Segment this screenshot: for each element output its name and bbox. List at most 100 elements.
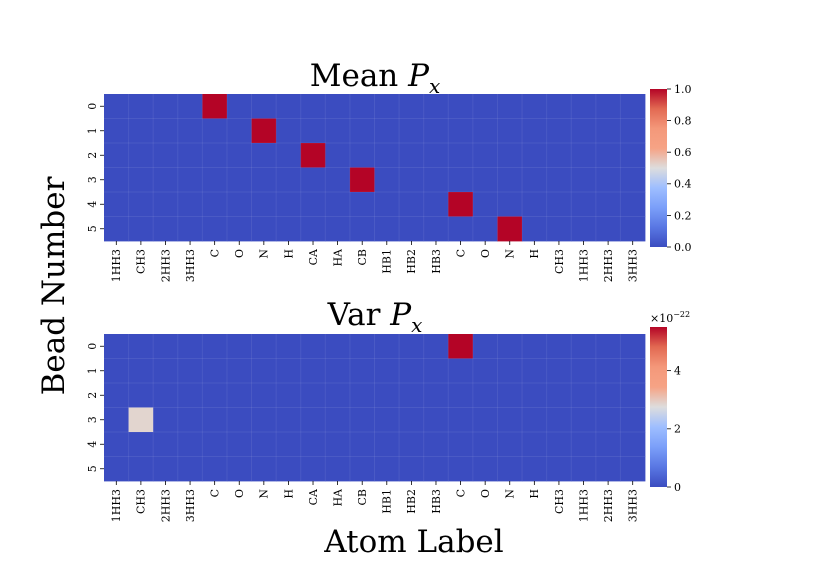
heatmap-cell — [522, 192, 548, 217]
heatmap-cell — [595, 118, 621, 144]
colorbar-tick-label: 0.8 — [674, 114, 692, 127]
heatmap-cell — [620, 407, 646, 433]
heatmap-cell — [546, 192, 572, 217]
x-tick-label: 3HH3 — [627, 489, 640, 522]
x-tick-label: C — [454, 249, 467, 257]
heatmap-cell — [620, 358, 646, 384]
heatmap-cell — [472, 143, 498, 168]
heatmap-cell — [448, 456, 474, 482]
heatmap-cell — [448, 216, 474, 242]
heatmap-cell — [300, 456, 326, 482]
heatmap-cell — [448, 94, 474, 119]
heatmap-cell — [251, 383, 277, 408]
x-tick-label: 2HH3 — [602, 489, 615, 522]
heatmap-cell — [546, 143, 572, 168]
x-tick-label: HB2 — [405, 249, 418, 274]
heatmap-cell — [153, 432, 179, 457]
heatmap-cell — [349, 383, 375, 408]
heatmap-cell — [448, 192, 474, 217]
heatmap-cell — [300, 118, 326, 144]
x-tick-label: CA — [307, 488, 320, 505]
colorbar-tick-label: 0.4 — [674, 178, 692, 191]
x-tick-label: 1HH3 — [110, 249, 123, 282]
heatmap-cell — [177, 192, 203, 217]
heatmap-cell — [300, 432, 326, 457]
heatmap-cell — [595, 94, 621, 119]
colorbar-tick-label: 0 — [674, 481, 681, 494]
heatmap-cell — [595, 216, 621, 242]
heatmap-cell — [251, 167, 277, 193]
heatmap-cell — [177, 456, 203, 482]
heatmap-cell — [571, 334, 597, 359]
heatmap-cell — [104, 383, 129, 408]
x-tick-label: N — [504, 249, 517, 259]
heatmap-cell — [104, 407, 129, 433]
y-tick-label: 2 — [86, 152, 99, 159]
heatmap-cell — [128, 383, 154, 408]
heatmap-cell — [522, 432, 548, 457]
heatmap-cell — [349, 143, 375, 168]
heatmap-cell — [325, 192, 351, 217]
heatmap-cell — [423, 94, 449, 119]
heatmap-cell — [399, 143, 425, 168]
heatmap-cell — [226, 94, 252, 119]
heatmap-cell — [497, 94, 523, 119]
heatmap-cell — [522, 383, 548, 408]
heatmap-cell — [423, 383, 449, 408]
heatmap-cell — [349, 456, 375, 482]
heatmap-cell — [349, 334, 375, 359]
heatmap-cell — [497, 456, 523, 482]
heatmap-cell — [497, 334, 523, 359]
heatmap-cell — [595, 432, 621, 457]
heatmap-cell — [128, 407, 154, 433]
heatmap-cell — [349, 94, 375, 119]
heatmap-cell — [202, 383, 228, 408]
heatmap-cell — [251, 432, 277, 457]
heatmap-cell — [300, 334, 326, 359]
colorbar-tick-label: 2 — [674, 423, 681, 436]
heatmap-cell — [497, 407, 523, 433]
x-tick-label: C — [209, 489, 222, 497]
y-tick-label: 0 — [86, 343, 99, 350]
heatmap-cell — [546, 94, 572, 119]
x-tick-label: 3HH3 — [184, 249, 197, 282]
heatmap-cell — [300, 167, 326, 193]
x-tick-label: 1HH3 — [110, 489, 123, 522]
x-tick-label: CA — [307, 248, 320, 265]
var-px-title-symbol: P — [389, 297, 412, 333]
heatmap-cell — [251, 192, 277, 217]
heatmap-cell — [595, 407, 621, 433]
x-tick-label: 1HH3 — [577, 489, 590, 522]
x-tick-label: HB3 — [430, 249, 443, 274]
heatmap-cell — [448, 118, 474, 144]
mean-px-title-subscript: x — [429, 74, 440, 98]
x-tick-label: O — [479, 489, 492, 498]
heatmap-cell — [423, 407, 449, 433]
heatmap-cell — [423, 143, 449, 168]
heatmap-cell — [571, 192, 597, 217]
heatmap-cell — [104, 167, 129, 193]
var-px-title-text: Var — [327, 297, 391, 333]
heatmap-cell — [276, 334, 302, 359]
heatmap-cell — [472, 358, 498, 384]
y-tick-label: 4 — [86, 441, 99, 448]
heatmap-cell — [546, 334, 572, 359]
heatmap-cell — [374, 358, 400, 384]
var-px-colorbar-exponent: ×10−22 — [650, 310, 690, 325]
x-tick-label: 3HH3 — [184, 489, 197, 522]
x-tick-label: O — [233, 249, 246, 258]
heatmap-cell — [448, 407, 474, 433]
x-tick-label: HB1 — [381, 249, 394, 274]
heatmap-cell — [448, 358, 474, 384]
heatmap-cell — [128, 334, 154, 359]
heatmap-cell — [104, 216, 129, 242]
y-tick-label: 1 — [86, 367, 99, 374]
heatmap-cell — [620, 143, 646, 168]
heatmap-cell — [620, 456, 646, 482]
mean-px-title: Mean Px — [310, 58, 441, 98]
x-tick-label: CH3 — [135, 489, 148, 514]
heatmap-cell — [300, 407, 326, 433]
heatmap-cell — [251, 94, 277, 119]
heatmap-cell — [546, 118, 572, 144]
heatmap-cell — [595, 383, 621, 408]
